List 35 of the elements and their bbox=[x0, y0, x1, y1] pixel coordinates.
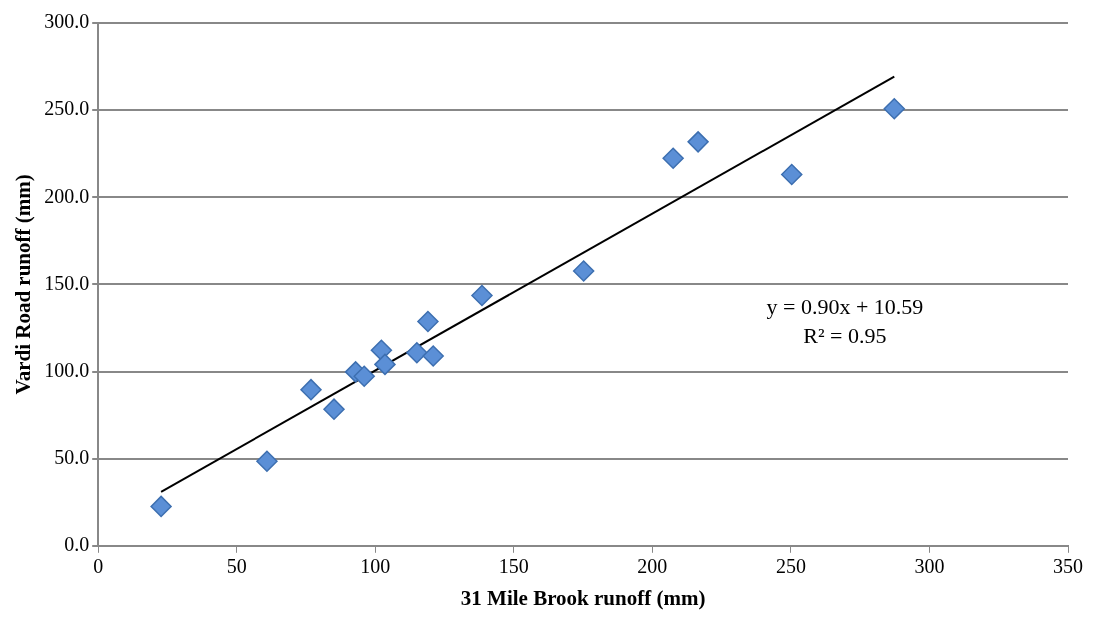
point bbox=[687, 131, 709, 153]
x-tick-label: 300 bbox=[914, 555, 945, 578]
point bbox=[300, 378, 322, 401]
point bbox=[150, 495, 172, 518]
x-tick-label: 250 bbox=[775, 555, 806, 578]
x-tick-label: 350 bbox=[1053, 555, 1083, 578]
point bbox=[471, 284, 493, 307]
y-axis-title: Vardi Road runoff (mm) bbox=[11, 174, 36, 395]
x-axis-title: 31 Mile Brook runoff (mm) bbox=[460, 585, 706, 610]
point bbox=[781, 163, 803, 186]
point bbox=[256, 450, 278, 473]
point bbox=[662, 147, 684, 169]
annotation: y = 0.90x + 10.59 bbox=[766, 293, 924, 319]
y-tick-label: 100.0 bbox=[44, 358, 90, 381]
point bbox=[422, 345, 444, 367]
point bbox=[417, 310, 439, 333]
point bbox=[374, 353, 396, 376]
point bbox=[883, 97, 906, 120]
y-tick-label: 200.0 bbox=[44, 184, 90, 207]
y-tick-label: 0.0 bbox=[64, 533, 90, 556]
x-tick-label: 0 bbox=[93, 555, 104, 578]
point bbox=[406, 341, 428, 364]
x-tick-label: 150 bbox=[498, 555, 529, 578]
x-tick-label: 50 bbox=[226, 555, 247, 578]
y-tick-label: 150.0 bbox=[44, 271, 90, 294]
annotation: R² = 0.95 bbox=[803, 322, 887, 348]
x-tick-label: 200 bbox=[637, 555, 668, 578]
point bbox=[370, 339, 393, 362]
y-tick-label: 50.0 bbox=[54, 445, 90, 468]
point bbox=[353, 365, 375, 387]
y-tick-label: 250.0 bbox=[44, 97, 90, 120]
point bbox=[572, 260, 595, 282]
y-tick-label: 300.0 bbox=[44, 10, 90, 33]
point bbox=[323, 398, 345, 420]
x-tick-label: 100 bbox=[360, 555, 391, 578]
